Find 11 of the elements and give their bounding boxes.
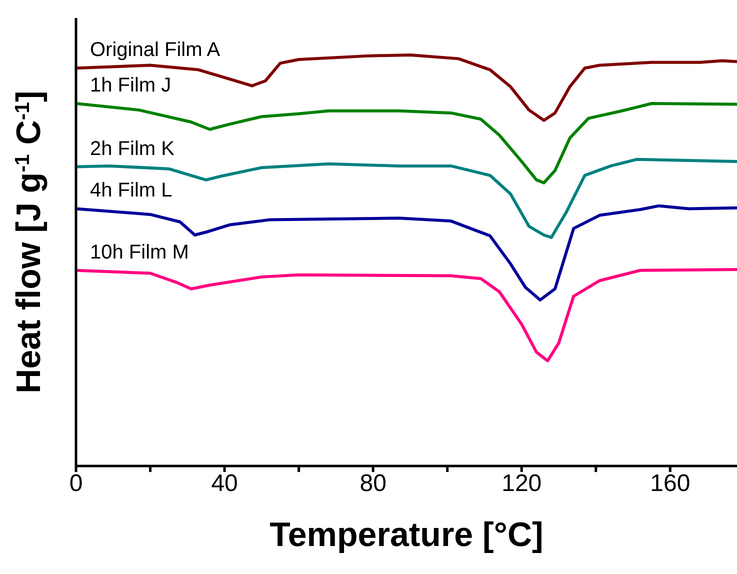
- series-label: 10h Film M: [90, 241, 189, 264]
- x-axis-title: Temperature [°C]: [270, 516, 544, 554]
- series-label: 2h Film K: [90, 138, 176, 160]
- series-label: Original Film A: [90, 39, 221, 62]
- series-label: 1h Film J: [90, 74, 172, 96]
- x-tick-label: 80: [360, 470, 386, 498]
- x-tick-label: 120: [502, 470, 542, 498]
- series-label: 4h Film L: [90, 180, 172, 202]
- x-tick-label: 160: [650, 470, 690, 498]
- x-tick-label: 0: [69, 470, 83, 498]
- x-tick-label: 40: [211, 470, 238, 498]
